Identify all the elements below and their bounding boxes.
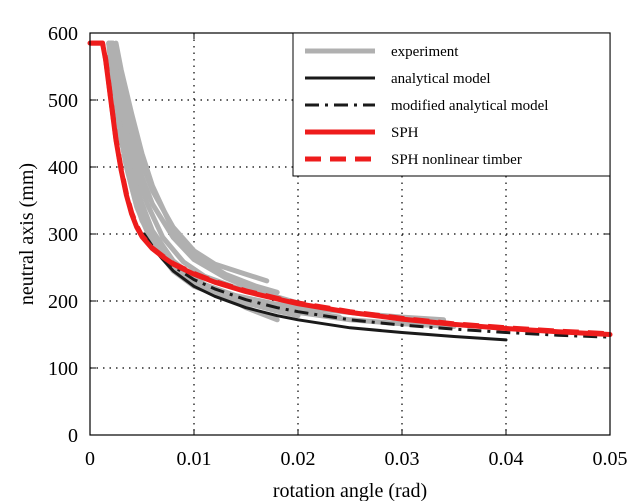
series-sph-nonlinear-timber-line xyxy=(90,40,611,337)
x-tick-label: 0.05 xyxy=(593,448,628,470)
series-experiment-line xyxy=(113,40,280,295)
y-tick-label: 300 xyxy=(48,224,78,246)
y-tick-label: 200 xyxy=(48,291,78,313)
legend-sph-nonlinear-timber-label: SPH nonlinear timber xyxy=(391,152,522,168)
y-axis-label: neutral axis (mm) xyxy=(16,163,38,305)
x-tick-label: 0.04 xyxy=(489,448,524,470)
series-layer xyxy=(87,40,613,342)
y-tick-label: 600 xyxy=(48,23,78,45)
y-tick-label: 0 xyxy=(68,425,78,447)
y-tick-label: 100 xyxy=(48,358,78,380)
legend: experiment analytical model modified analy… xyxy=(292,32,611,177)
x-axis-label: rotation angle (rad) xyxy=(273,480,427,501)
legend-experiment-label: experiment xyxy=(391,44,459,60)
legend-modified-analytical-model-label: modified analytical model xyxy=(391,98,548,114)
legend-sph-label: SPH xyxy=(391,125,419,141)
legend-analytical-model-label: analytical model xyxy=(391,71,491,87)
x-tick-label: 0.03 xyxy=(385,448,420,470)
ticks: 0 0.01 0.02 0.03 0.04 0.05 0 100 200 300 400 500 600 xyxy=(48,23,628,470)
x-tick-label: 0.02 xyxy=(281,448,316,470)
x-tick-label: 0.01 xyxy=(177,448,212,470)
x-tick-label: 0 xyxy=(85,448,95,470)
y-tick-label: 500 xyxy=(48,90,78,112)
y-tick-label: 400 xyxy=(48,157,78,179)
